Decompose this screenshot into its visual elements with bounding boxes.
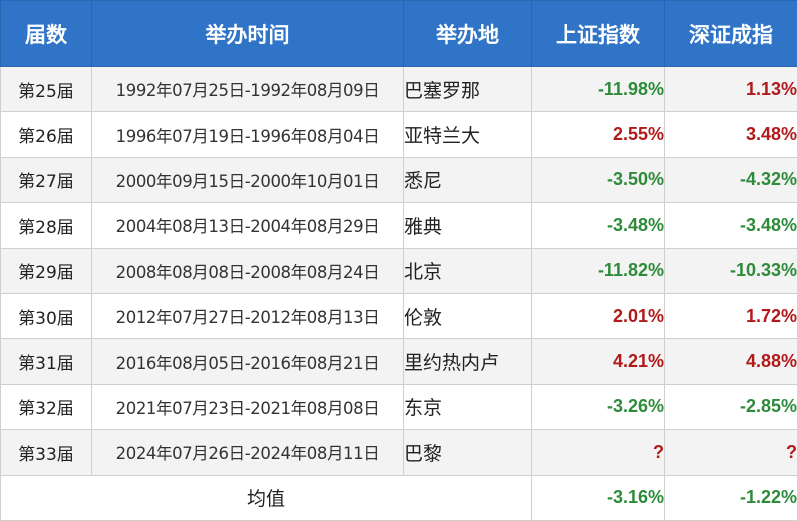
session-cell: 第29届 bbox=[1, 248, 92, 293]
szse-change-cell: -4.32% bbox=[665, 157, 797, 202]
szse-change-cell: 4.88% bbox=[665, 339, 797, 384]
szse-change-cell: -2.85% bbox=[665, 384, 797, 429]
period-cell: 2008年08月08日-2008年08月24日 bbox=[92, 248, 404, 293]
host-cell: 伦敦 bbox=[404, 293, 532, 338]
host-cell: 北京 bbox=[404, 248, 532, 293]
session-cell: 第30届 bbox=[1, 293, 92, 338]
average-sse-cell: -3.16% bbox=[532, 475, 665, 520]
szse-change-cell: 1.72% bbox=[665, 293, 797, 338]
period-cell: 2004年08月13日-2004年08月29日 bbox=[92, 203, 404, 248]
host-cell: 巴塞罗那 bbox=[404, 67, 532, 112]
table-row: 第27届 2000年09月15日-2000年10月01日 悉尼 -3.50% -… bbox=[1, 157, 797, 202]
sse-change-cell: 4.21% bbox=[532, 339, 665, 384]
session-cell: 第26届 bbox=[1, 112, 92, 157]
sse-change-cell: -11.82% bbox=[532, 248, 665, 293]
table-row: 第33届 2024年07月26日-2024年08月11日 巴黎 ? ? bbox=[1, 430, 797, 475]
table-row: 第30届 2012年07月27日-2012年08月13日 伦敦 2.01% 1.… bbox=[1, 293, 797, 338]
column-header-szse: 深证成指 bbox=[665, 1, 797, 67]
host-cell: 巴黎 bbox=[404, 430, 532, 475]
average-label: 均值 bbox=[1, 475, 532, 520]
table-row: 第25届 1992年07月25日-1992年08月09日 巴塞罗那 -11.98… bbox=[1, 67, 797, 112]
szse-change-cell: -3.48% bbox=[665, 203, 797, 248]
table-row: 第28届 2004年08月13日-2004年08月29日 雅典 -3.48% -… bbox=[1, 203, 797, 248]
host-cell: 悉尼 bbox=[404, 157, 532, 202]
sse-change-cell: ? bbox=[532, 430, 665, 475]
period-cell: 1996年07月19日-1996年08月04日 bbox=[92, 112, 404, 157]
column-header-period: 举办时间 bbox=[92, 1, 404, 67]
table-row: 第31届 2016年08月05日-2016年08月21日 里约热内卢 4.21%… bbox=[1, 339, 797, 384]
period-cell: 2024年07月26日-2024年08月11日 bbox=[92, 430, 404, 475]
szse-change-cell: -10.33% bbox=[665, 248, 797, 293]
sse-change-cell: 2.01% bbox=[532, 293, 665, 338]
host-cell: 东京 bbox=[404, 384, 532, 429]
host-cell: 里约热内卢 bbox=[404, 339, 532, 384]
table-row: 第26届 1996年07月19日-1996年08月04日 亚特兰大 2.55% … bbox=[1, 112, 797, 157]
column-header-host: 举办地 bbox=[404, 1, 532, 67]
szse-change-cell: ? bbox=[665, 430, 797, 475]
period-cell: 2021年07月23日-2021年08月08日 bbox=[92, 384, 404, 429]
column-header-sse: 上证指数 bbox=[532, 1, 665, 67]
column-header-session: 届数 bbox=[1, 1, 92, 67]
sse-change-cell: -3.48% bbox=[532, 203, 665, 248]
table-row: 第32届 2021年07月23日-2021年08月08日 东京 -3.26% -… bbox=[1, 384, 797, 429]
period-cell: 2000年09月15日-2000年10月01日 bbox=[92, 157, 404, 202]
sse-change-cell: -3.26% bbox=[532, 384, 665, 429]
sse-change-cell: 2.55% bbox=[532, 112, 665, 157]
sse-change-cell: -11.98% bbox=[532, 67, 665, 112]
period-cell: 2012年07月27日-2012年08月13日 bbox=[92, 293, 404, 338]
session-cell: 第32届 bbox=[1, 384, 92, 429]
szse-change-cell: 1.13% bbox=[665, 67, 797, 112]
sse-change-cell: -3.50% bbox=[532, 157, 665, 202]
average-szse-cell: -1.22% bbox=[665, 475, 797, 520]
szse-change-cell: 3.48% bbox=[665, 112, 797, 157]
session-cell: 第27届 bbox=[1, 157, 92, 202]
host-cell: 亚特兰大 bbox=[404, 112, 532, 157]
average-row: 均值 -3.16% -1.22% bbox=[1, 475, 797, 520]
session-cell: 第25届 bbox=[1, 67, 92, 112]
table-row: 第29届 2008年08月08日-2008年08月24日 北京 -11.82% … bbox=[1, 248, 797, 293]
session-cell: 第28届 bbox=[1, 203, 92, 248]
session-cell: 第31届 bbox=[1, 339, 92, 384]
header-row: 届数 举办时间 举办地 上证指数 深证成指 bbox=[1, 1, 797, 67]
period-cell: 1992年07月25日-1992年08月09日 bbox=[92, 67, 404, 112]
period-cell: 2016年08月05日-2016年08月21日 bbox=[92, 339, 404, 384]
session-cell: 第33届 bbox=[1, 430, 92, 475]
host-cell: 雅典 bbox=[404, 203, 532, 248]
